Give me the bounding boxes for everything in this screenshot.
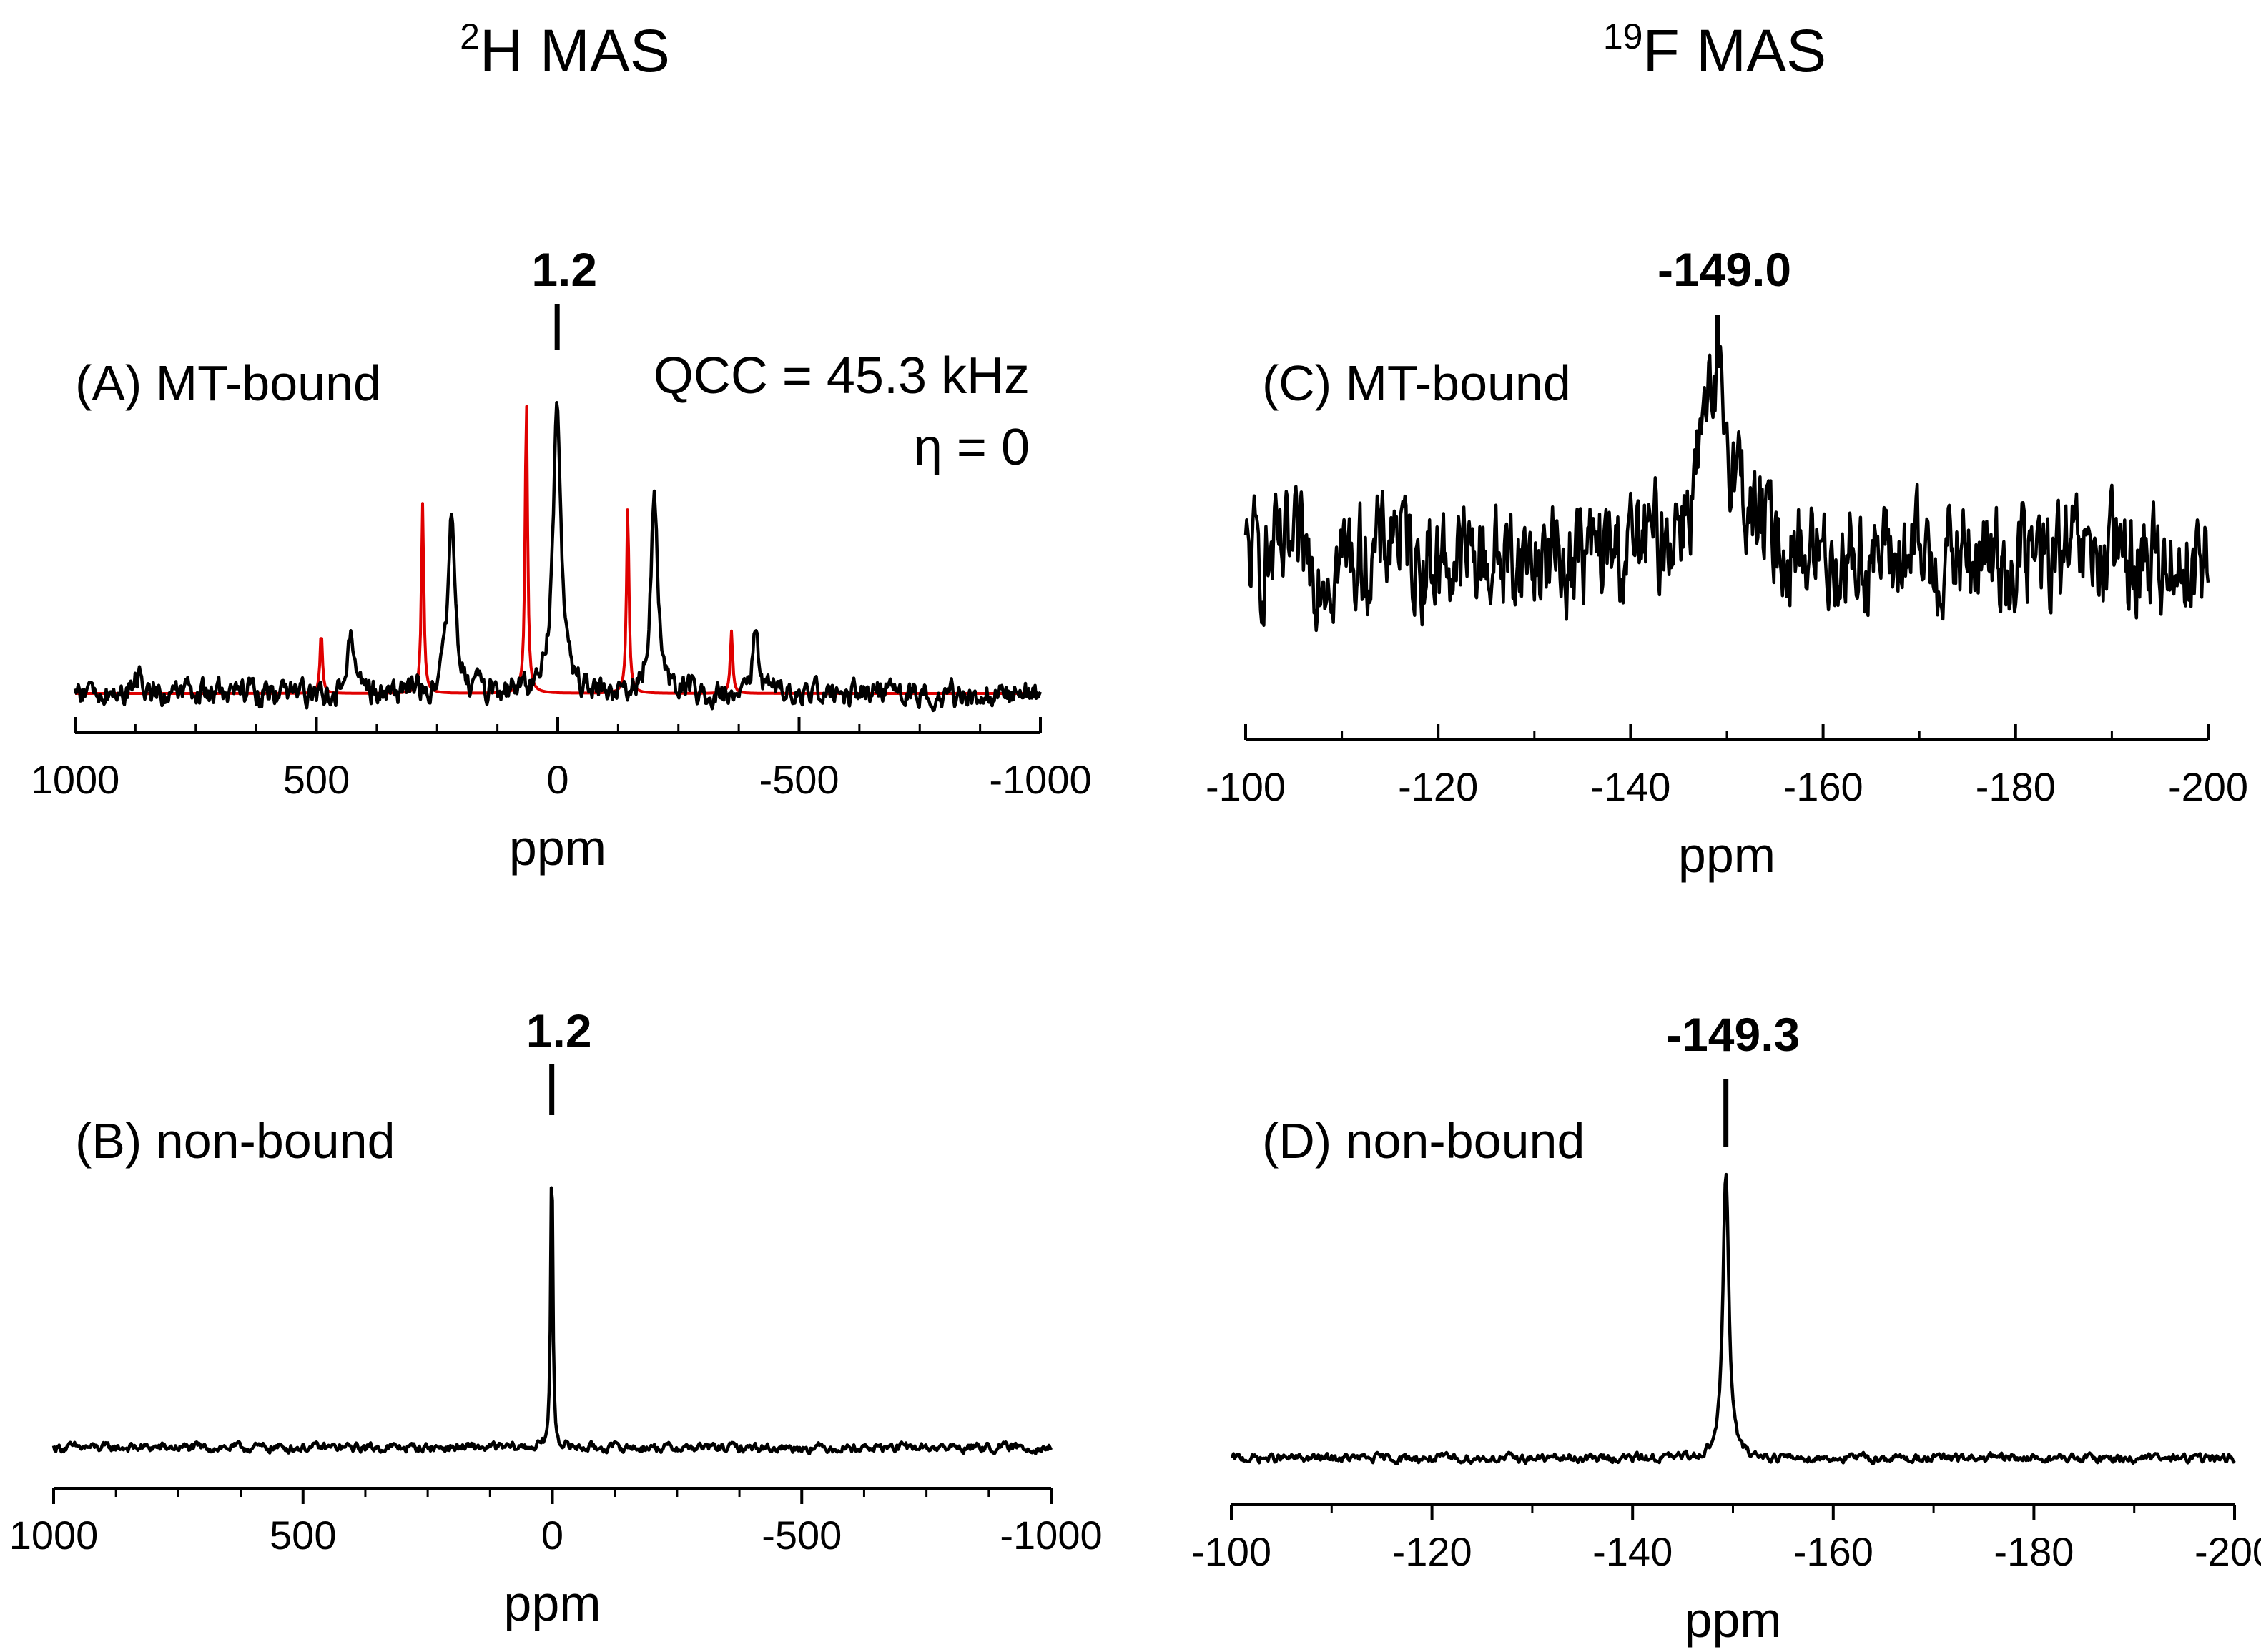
panel-a-tick-label: 1000: [31, 757, 120, 802]
panel-c-tick-label: -120: [1398, 764, 1478, 809]
panel-a-tick-label: 500: [283, 757, 350, 802]
panel-c-tick-label: -200: [2168, 764, 2248, 809]
panel-a-series-experimental: [73, 401, 1043, 713]
panel-c-tick-label: -140: [1590, 764, 1670, 809]
panel-b-tick-label: 1000: [9, 1513, 99, 1558]
panel-b-tick-label: -500: [762, 1513, 842, 1558]
panel-c-series-experimental: [1243, 342, 2210, 633]
panel-b-tick-label: 0: [541, 1513, 563, 1558]
panel-d-tick-label: -140: [1592, 1529, 1673, 1574]
panel-c-label: (C) MT-bound: [1262, 355, 1571, 411]
panel-b: 1000 500 0 -500 -1000 ppm (B) non-bound 1.2: [9, 1004, 1103, 1631]
panel-b-tick-label: -1000: [1000, 1513, 1102, 1558]
panel-a-label: (A) MT-bound: [75, 355, 381, 411]
panel-d-tick-label: -120: [1392, 1529, 1472, 1574]
panel-c: -100 -120 -140 -160 -180 -200 ppm (C) MT-bound -…: [1206, 243, 2248, 883]
panel-d-tick-label: -200: [2194, 1529, 2261, 1574]
column-title-19f: 19F MAS: [1603, 16, 1826, 84]
panel-d-label: (D) non-bound: [1262, 1113, 1585, 1169]
panel-d-tick-label: -160: [1793, 1529, 1873, 1574]
panel-d-series-experimental: [1231, 1172, 2236, 1465]
panel-a-tick-label: 0: [546, 757, 568, 802]
panel-a: 1000 500 0 -500 -1000 ppm (A) MT-bound 1.2 QCC =…: [31, 243, 1092, 876]
panel-a-peak-label: 1.2: [531, 243, 597, 296]
panel-b-tick-label: 500: [270, 1513, 336, 1558]
panel-b-label: (B) non-bound: [75, 1113, 395, 1169]
panel-b-series-experimental: [51, 1186, 1053, 1455]
panel-a-tick-label: -1000: [989, 757, 1091, 802]
panel-c-tick-label: -180: [1976, 764, 2056, 809]
panel-a-annotation: QCC = 45.3 kHz: [654, 347, 1030, 405]
panel-c-tick-label: -100: [1206, 764, 1286, 809]
panel-d-peak-label: -149.3: [1666, 1008, 1800, 1061]
panel-d-tick-label: -180: [1994, 1529, 2074, 1574]
panel-a-annotation: η = 0: [914, 419, 1030, 476]
panel-d: -100 -120 -140 -160 -180 -200 ppm (D) non-bound…: [1191, 1008, 2261, 1648]
panel-b-x-label: ppm: [503, 1576, 601, 1631]
panel-c-x-label: ppm: [1678, 827, 1775, 883]
panel-d-tick-label: -100: [1191, 1529, 1271, 1574]
panel-d-x-label: ppm: [1684, 1592, 1781, 1648]
column-title-2h: 2H MAS: [460, 16, 670, 84]
panel-a-tick-label: -500: [759, 757, 839, 802]
panel-c-tick-label: -160: [1783, 764, 1863, 809]
panel-b-peak-label: 1.2: [526, 1004, 592, 1057]
panel-c-peak-label: -149.0: [1657, 243, 1791, 296]
panel-a-x-label: ppm: [509, 820, 606, 876]
